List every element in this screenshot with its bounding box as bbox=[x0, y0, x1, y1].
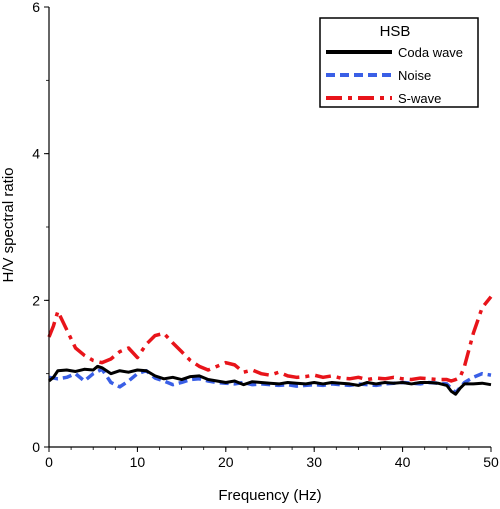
legend-entries: Coda wave Noise S-wave bbox=[326, 45, 463, 106]
x-tick-label: 40 bbox=[395, 454, 411, 470]
x-tick-label: 50 bbox=[483, 454, 499, 470]
y-tick-label: 6 bbox=[32, 0, 40, 15]
series-layer bbox=[47, 295, 493, 396]
series-line-coda-wave bbox=[48, 364, 492, 396]
legend-label: Noise bbox=[398, 68, 431, 83]
series-line-s-wave bbox=[47, 295, 493, 383]
legend-title: HSB bbox=[380, 23, 411, 40]
legend-label: S-wave bbox=[398, 91, 441, 106]
legend-box bbox=[319, 17, 479, 108]
legend-label: Coda wave bbox=[398, 45, 463, 60]
y-tick-label: 0 bbox=[32, 439, 40, 455]
x-tick-label: 0 bbox=[45, 454, 53, 470]
y-axis-title: H/V spectral ratio bbox=[0, 167, 17, 282]
y-tick-label: 2 bbox=[32, 292, 40, 308]
x-axis-title: Frequency (Hz) bbox=[218, 487, 321, 504]
x-tick-label: 10 bbox=[130, 454, 146, 470]
ticks-layer: 0 10 20 30 40 50 0 2 4 6 bbox=[32, 0, 499, 470]
x-tick-label: 20 bbox=[218, 454, 234, 470]
legend: HSB Coda wave Noise S-wave bbox=[319, 17, 479, 108]
y-tick-label: 4 bbox=[32, 146, 40, 162]
x-tick-label: 30 bbox=[306, 454, 322, 470]
